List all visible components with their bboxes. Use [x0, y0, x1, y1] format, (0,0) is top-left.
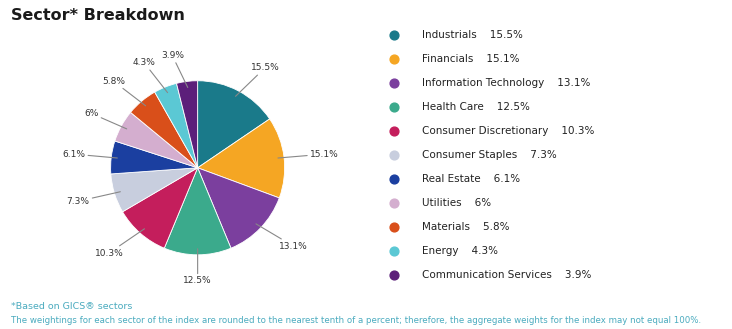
- Text: Utilities    6%: Utilities 6%: [422, 198, 491, 208]
- Text: 5.8%: 5.8%: [102, 77, 146, 106]
- Text: *Based on GICS® sectors: *Based on GICS® sectors: [11, 302, 132, 311]
- Text: Industrials    15.5%: Industrials 15.5%: [422, 30, 523, 39]
- Text: Financials    15.1%: Financials 15.1%: [422, 54, 520, 63]
- Point: [389, 32, 400, 37]
- Point: [389, 80, 400, 85]
- Text: 10.3%: 10.3%: [94, 229, 144, 258]
- Text: 7.3%: 7.3%: [67, 192, 120, 206]
- Text: Health Care    12.5%: Health Care 12.5%: [422, 102, 530, 112]
- Wedge shape: [198, 168, 280, 248]
- Wedge shape: [198, 119, 285, 198]
- Point: [389, 104, 400, 109]
- Text: 6%: 6%: [84, 109, 127, 129]
- Wedge shape: [111, 141, 198, 174]
- Text: Real Estate    6.1%: Real Estate 6.1%: [422, 174, 520, 184]
- Text: The weightings for each sector of the index are rounded to the nearest tenth of : The weightings for each sector of the in…: [11, 316, 701, 325]
- Wedge shape: [130, 92, 198, 168]
- Text: 12.5%: 12.5%: [183, 249, 212, 286]
- Text: Materials    5.8%: Materials 5.8%: [422, 222, 509, 232]
- Text: Energy    4.3%: Energy 4.3%: [422, 246, 498, 256]
- Text: Sector* Breakdown: Sector* Breakdown: [11, 8, 185, 23]
- Text: 13.1%: 13.1%: [256, 224, 308, 251]
- Text: 15.5%: 15.5%: [236, 63, 280, 96]
- Wedge shape: [198, 81, 269, 168]
- Text: 6.1%: 6.1%: [62, 150, 117, 159]
- Wedge shape: [154, 83, 198, 168]
- Text: Consumer Discretionary    10.3%: Consumer Discretionary 10.3%: [422, 126, 594, 136]
- Wedge shape: [176, 81, 198, 168]
- Text: Information Technology    13.1%: Information Technology 13.1%: [422, 78, 590, 88]
- Point: [389, 176, 400, 181]
- Wedge shape: [122, 168, 198, 248]
- Point: [389, 128, 400, 133]
- Text: 15.1%: 15.1%: [278, 150, 339, 159]
- Point: [389, 272, 400, 278]
- Wedge shape: [111, 168, 198, 212]
- Point: [389, 152, 400, 157]
- Point: [389, 224, 400, 230]
- Text: 4.3%: 4.3%: [132, 58, 168, 93]
- Point: [389, 200, 400, 206]
- Wedge shape: [164, 168, 231, 255]
- Point: [389, 56, 400, 61]
- Wedge shape: [115, 113, 198, 168]
- Text: 3.9%: 3.9%: [161, 51, 187, 88]
- Text: Consumer Staples    7.3%: Consumer Staples 7.3%: [422, 150, 556, 160]
- Text: Communication Services    3.9%: Communication Services 3.9%: [422, 270, 591, 280]
- Point: [389, 248, 400, 254]
